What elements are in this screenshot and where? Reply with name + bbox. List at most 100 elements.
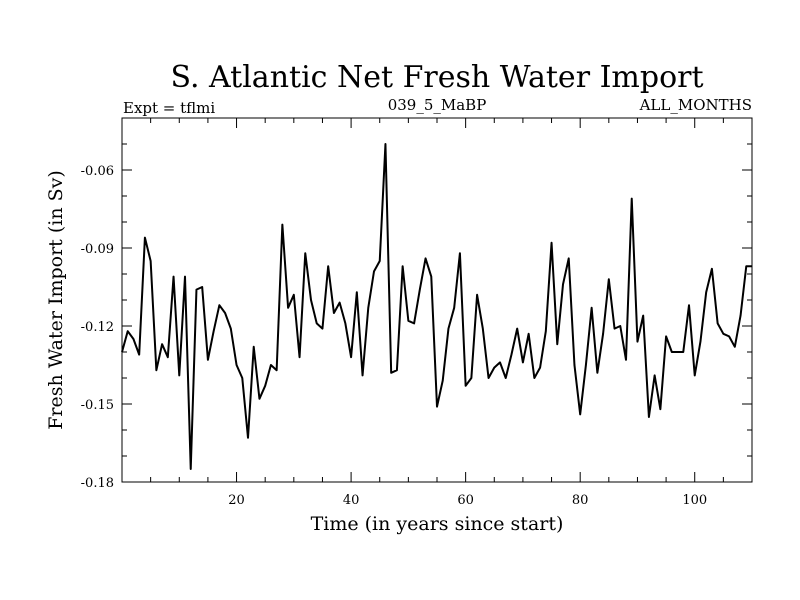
data-point xyxy=(751,265,753,267)
x-tick-label: 80 xyxy=(572,493,589,508)
data-point xyxy=(688,304,690,306)
data-point xyxy=(740,315,742,317)
data-point xyxy=(373,270,375,272)
data-point xyxy=(533,377,535,379)
data-point xyxy=(161,343,163,345)
data-point xyxy=(230,328,232,330)
data-point xyxy=(447,328,449,330)
data-point xyxy=(579,413,581,415)
subtitle-experiment: Expt = tflmi xyxy=(123,99,215,117)
data-point xyxy=(264,385,266,387)
data-point xyxy=(510,354,512,356)
data-point xyxy=(339,302,341,304)
data-point xyxy=(367,307,369,309)
data-point xyxy=(734,346,736,348)
data-point xyxy=(270,364,272,366)
data-point xyxy=(642,315,644,317)
data-point xyxy=(402,265,404,267)
data-point xyxy=(207,359,209,361)
data-point xyxy=(247,437,249,439)
data-point xyxy=(258,398,260,400)
x-axis-label: Time (in years since start) xyxy=(311,513,564,535)
data-point xyxy=(631,198,633,200)
data-point xyxy=(413,322,415,324)
data-point xyxy=(493,367,495,369)
data-point xyxy=(299,356,301,358)
data-point xyxy=(419,289,421,291)
data-point xyxy=(717,322,719,324)
data-point xyxy=(132,338,134,340)
data-point xyxy=(430,276,432,278)
data-point xyxy=(551,242,553,244)
data-point xyxy=(596,372,598,374)
data-point xyxy=(190,468,192,470)
data-point xyxy=(178,374,180,376)
data-point xyxy=(362,374,364,376)
data-point xyxy=(659,408,661,410)
data-points xyxy=(121,143,753,470)
data-point xyxy=(350,356,352,358)
data-point xyxy=(167,356,169,358)
data-point xyxy=(316,322,318,324)
data-point xyxy=(677,351,679,353)
data-point xyxy=(614,328,616,330)
data-point xyxy=(236,364,238,366)
data-point xyxy=(671,351,673,353)
data-point xyxy=(573,364,575,366)
data-point xyxy=(516,328,518,330)
data-point xyxy=(665,335,667,337)
data-point xyxy=(619,325,621,327)
subtitle-months: ALL_MONTHS xyxy=(639,96,752,114)
data-point xyxy=(528,333,530,335)
data-point xyxy=(745,265,747,267)
plot-area-frame xyxy=(121,117,753,483)
data-point xyxy=(213,330,215,332)
data-point xyxy=(459,252,461,254)
data-point xyxy=(407,320,409,322)
data-point xyxy=(253,346,255,348)
y-tick-label: -0.06 xyxy=(81,164,114,179)
y-tick-label: -0.15 xyxy=(81,398,114,413)
data-point xyxy=(356,291,358,293)
data-point xyxy=(276,369,278,371)
data-point xyxy=(585,364,587,366)
data-point xyxy=(694,374,696,376)
data-point xyxy=(465,385,467,387)
x-tick-label: 60 xyxy=(457,493,474,508)
subtitle-run-id: 039_5_MaBP xyxy=(388,96,487,114)
x-tick-label: 20 xyxy=(228,493,245,508)
data-point xyxy=(425,257,427,259)
data-point xyxy=(121,351,123,353)
data-point xyxy=(304,252,306,254)
data-point xyxy=(482,328,484,330)
chart-title: S. Atlantic Net Fresh Water Import xyxy=(170,60,703,95)
series-line-fresh-water-import xyxy=(121,143,752,470)
data-point xyxy=(488,377,490,379)
data-point xyxy=(201,286,203,288)
data-point xyxy=(281,224,283,226)
data-point xyxy=(138,354,140,356)
axis-ticks xyxy=(122,118,752,483)
data-point xyxy=(722,333,724,335)
data-point xyxy=(184,276,186,278)
y-tick-label: -0.18 xyxy=(81,476,114,491)
axis-tick-labels: 20 40 60 80 100 -0.18 -0.15 -0.12 -0.09 -0.06 xyxy=(81,164,707,508)
x-tick-label: 100 xyxy=(682,493,707,508)
data-point xyxy=(648,416,650,418)
data-point xyxy=(436,406,438,408)
y-tick-label: -0.12 xyxy=(81,320,114,335)
data-point xyxy=(127,330,129,332)
data-point xyxy=(384,143,386,145)
data-point xyxy=(453,307,455,309)
data-point xyxy=(568,257,570,259)
data-point xyxy=(705,291,707,293)
data-point xyxy=(333,312,335,314)
data-point xyxy=(195,289,197,291)
data-point xyxy=(699,341,701,343)
y-tick-label: -0.09 xyxy=(81,242,114,257)
data-point xyxy=(224,312,226,314)
data-point xyxy=(150,260,152,262)
data-point xyxy=(476,294,478,296)
data-point xyxy=(144,237,146,239)
